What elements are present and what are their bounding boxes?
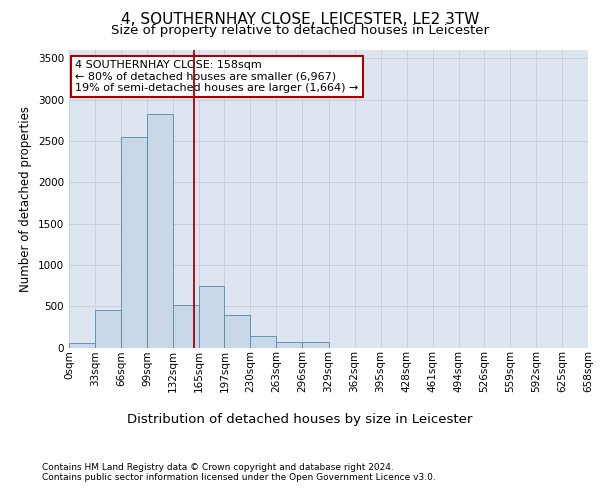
Bar: [302, 342, 329, 347]
Text: Contains public sector information licensed under the Open Government Licence v3: Contains public sector information licen…: [42, 474, 436, 482]
Text: Distribution of detached houses by size in Leicester: Distribution of detached houses by size …: [127, 412, 473, 426]
Bar: [69, 344, 95, 347]
Bar: [224, 316, 250, 348]
Bar: [121, 137, 147, 348]
Bar: [250, 336, 277, 347]
Text: Size of property relative to detached houses in Leicester: Size of property relative to detached ho…: [111, 24, 489, 37]
Text: Contains HM Land Registry data © Crown copyright and database right 2024.: Contains HM Land Registry data © Crown c…: [42, 464, 394, 472]
Text: 4, SOUTHERNHAY CLOSE, LEICESTER, LE2 3TW: 4, SOUTHERNHAY CLOSE, LEICESTER, LE2 3TW: [121, 12, 479, 28]
Bar: [199, 286, 224, 348]
Text: 4 SOUTHERNHAY CLOSE: 158sqm
← 80% of detached houses are smaller (6,967)
19% of : 4 SOUTHERNHAY CLOSE: 158sqm ← 80% of det…: [76, 60, 359, 93]
Y-axis label: Number of detached properties: Number of detached properties: [19, 106, 32, 292]
Bar: [147, 114, 173, 348]
Bar: [277, 342, 302, 347]
Bar: [173, 304, 199, 348]
Bar: [95, 310, 121, 348]
